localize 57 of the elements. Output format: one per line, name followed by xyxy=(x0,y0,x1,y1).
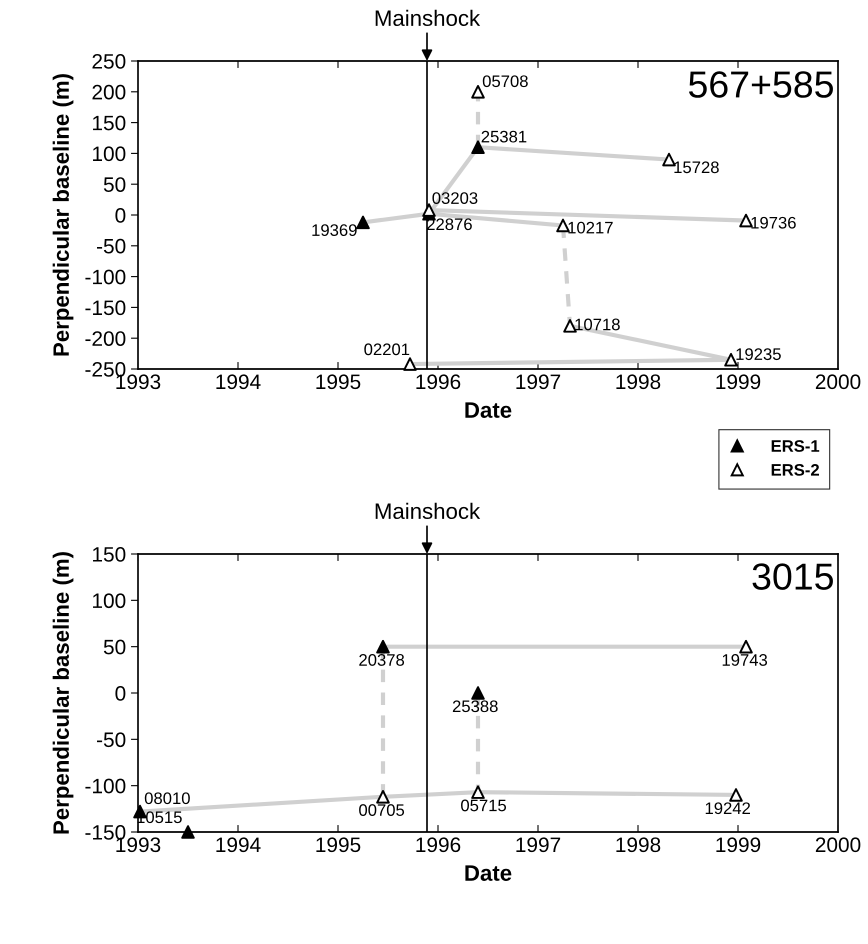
y-tick-label: -50 xyxy=(97,238,126,254)
x-tick-label: 2000 xyxy=(816,374,860,390)
y-axis-title: Perpendicular baseline (m) xyxy=(52,552,74,834)
x-tick-label: 1998 xyxy=(616,374,660,390)
y-tick-label: 0 xyxy=(115,686,126,701)
y-tick-label: -100 xyxy=(85,270,126,284)
x-tick-label: 1995 xyxy=(316,837,360,852)
y-tick-label: 50 xyxy=(104,640,126,654)
annotation: 08010 xyxy=(144,792,190,804)
x-axis-title: Date xyxy=(465,402,512,418)
annotation: 19743 xyxy=(722,654,768,666)
y-tick-label: 50 xyxy=(104,177,126,192)
x-tick-label: 1999 xyxy=(716,837,760,852)
annotation: 3015 xyxy=(752,563,833,590)
legend-label: ERS-2 xyxy=(772,464,819,476)
annotation: 25388 xyxy=(452,700,498,712)
y-tick-label: -100 xyxy=(85,778,126,794)
annotation: 02201 xyxy=(364,343,410,356)
legend-label: ERS-1 xyxy=(772,440,820,452)
y-tick-label: 250 xyxy=(92,54,126,69)
x-tick-label: 1999 xyxy=(716,374,760,390)
annotation: 25381 xyxy=(482,130,526,143)
annotation: 05715 xyxy=(461,800,506,812)
y-tick-label: 200 xyxy=(92,84,126,100)
x-tick-label: 1997 xyxy=(516,374,560,390)
y-tick-label: -200 xyxy=(85,331,126,346)
y-axis-title: Perpendicular baseline (m) xyxy=(52,74,74,356)
x-axis-title: Date xyxy=(465,865,512,881)
annotation: 19242 xyxy=(706,802,750,814)
x-tick-label: 1996 xyxy=(416,374,460,390)
y-tick-label: 100 xyxy=(93,146,126,162)
annotation: 03203 xyxy=(432,192,478,204)
annotation: 19736 xyxy=(751,216,796,229)
y-tick-label: 150 xyxy=(93,547,126,562)
x-tick-label: 2000 xyxy=(816,837,860,852)
annotation: 00705 xyxy=(359,804,404,816)
x-tick-label: 1994 xyxy=(216,837,261,852)
y-tick-label: -50 xyxy=(97,732,126,748)
x-tick-label: 1995 xyxy=(316,374,360,390)
x-tick-label: 1994 xyxy=(216,374,261,390)
y-tick-label: 0 xyxy=(115,208,126,223)
ref-line-label: Mainshock xyxy=(376,10,480,26)
annotation: 567+585 xyxy=(688,71,833,98)
annotation: 15728 xyxy=(674,161,719,174)
y-tick-label: 100 xyxy=(93,593,126,608)
annotation: 10718 xyxy=(575,318,620,330)
y-tick-label: 150 xyxy=(93,116,126,130)
annotation: 20378 xyxy=(359,654,404,666)
annotation: 19235 xyxy=(736,348,781,360)
annotation: 19369 xyxy=(312,224,357,236)
y-tick-label: -150 xyxy=(85,300,126,316)
annotation: 05708 xyxy=(482,75,528,88)
annotation: 10217 xyxy=(568,222,613,234)
ref-line-label: Mainshock xyxy=(376,502,480,520)
x-tick-label: 1998 xyxy=(616,837,660,852)
x-tick-label: 1997 xyxy=(516,837,560,852)
x-tick-label: 1996 xyxy=(416,837,460,852)
